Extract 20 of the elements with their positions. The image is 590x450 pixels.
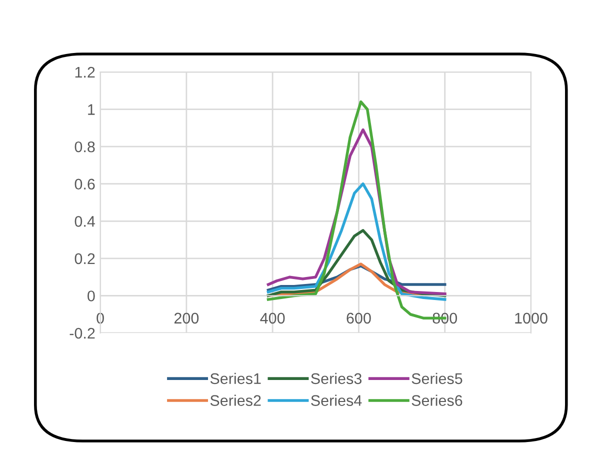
legend-label: Series3	[311, 372, 362, 384]
legend-label: Series6	[412, 394, 462, 406]
y-tick-label: 0.2	[74, 253, 95, 264]
y-tick-label: 0.6	[74, 178, 95, 190]
y-tick-label: 0.8	[74, 141, 95, 152]
x-tick-label: 0	[96, 312, 104, 324]
y-tick-label: 0	[88, 290, 95, 302]
legend-label: Series5	[412, 372, 462, 384]
x-tick-label: 1000	[515, 312, 548, 324]
y-tick-label: 1.2	[75, 66, 95, 78]
x-tick-label: 200	[174, 312, 199, 324]
y-tick-label: 0.4	[74, 216, 95, 227]
legend-label: Series4	[311, 394, 362, 406]
y-tick-label: -0.2	[70, 328, 95, 339]
legend-label: Series2	[210, 394, 261, 406]
line-series	[266, 182, 446, 301]
x-tick-label: 600	[346, 312, 371, 324]
legend-label: Series1	[210, 372, 261, 384]
x-tick-label: 400	[260, 312, 285, 324]
y-tick-label: 1	[88, 104, 95, 115]
